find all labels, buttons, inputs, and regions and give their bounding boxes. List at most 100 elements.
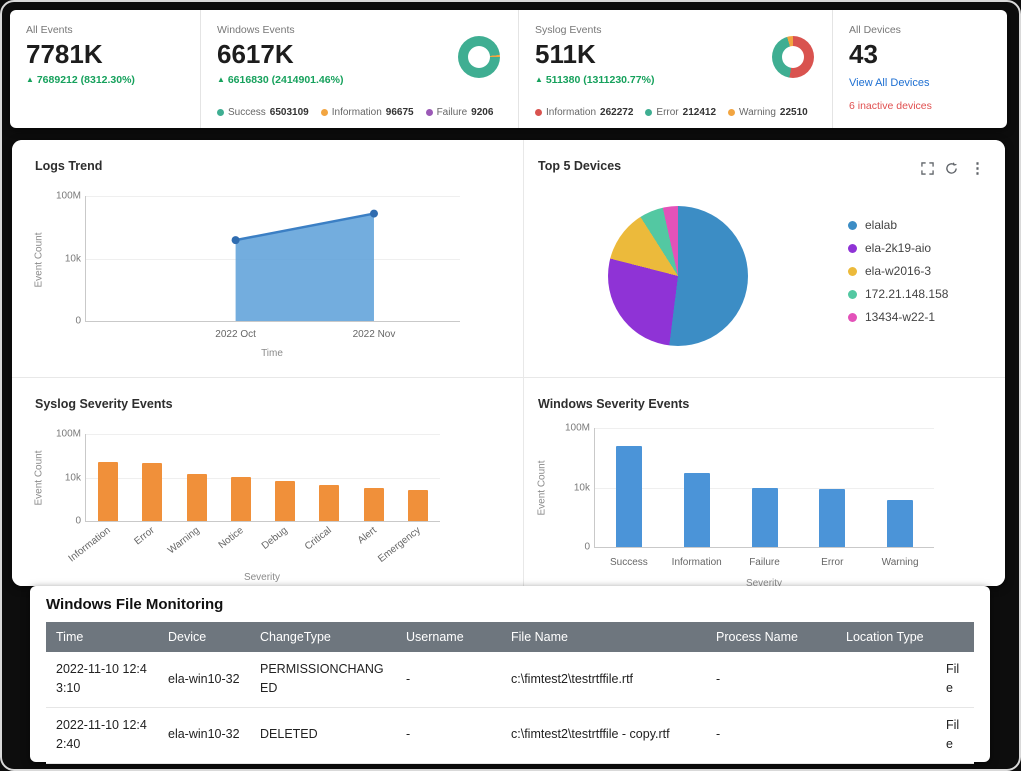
top5-devices-pie-chart[interactable]: [608, 206, 748, 346]
legend-dot: [217, 109, 224, 116]
legend-item-elalab[interactable]: elalab: [848, 218, 948, 232]
legend-label: elalab: [865, 218, 898, 232]
legend-item-172.21.148.158[interactable]: 172.21.148.158: [848, 287, 948, 301]
bar-warning[interactable]: [887, 500, 914, 547]
more-options-icon[interactable]: ⋮: [970, 160, 985, 177]
legend-value: 22510: [779, 107, 808, 118]
stat-delta-text: 7689212 (8312.30%): [36, 74, 135, 86]
bar-information[interactable]: [683, 473, 710, 547]
legend-dot: [535, 109, 542, 116]
bar-error[interactable]: [142, 463, 163, 521]
bar-failure[interactable]: [751, 488, 778, 547]
gridline: [595, 428, 934, 429]
panel-title: Logs Trend: [35, 159, 103, 173]
legend-dot: [645, 109, 653, 116]
legend-item-13434-w22-1[interactable]: 13434-w22-1: [848, 310, 948, 324]
legend-label: 172.21.148.158: [865, 287, 949, 301]
stat-delta: ▲ 7689212 (8312.30%): [26, 74, 184, 86]
bar-warning[interactable]: [186, 474, 207, 521]
refresh-icon[interactable]: [944, 162, 958, 176]
table-row[interactable]: 2022-11-10 12:42:40 ela-win10-32 DELETED - c…: [46, 707, 974, 764]
view-all-devices-link[interactable]: View All Devices: [849, 77, 930, 89]
syslog-severity-chart[interactable]: 100M 10k 0 Information Error Warning Notice…: [56, 429, 440, 565]
windows-severity-chart[interactable]: 100M 10k 0 Success Information Failure Erro…: [565, 423, 934, 568]
y-tick: 0: [75, 515, 81, 527]
y-tick: 100M: [55, 428, 81, 440]
windows-events-donut-chart[interactable]: [458, 36, 500, 78]
fullscreen-icon[interactable]: [920, 162, 934, 176]
legend-dot: [728, 109, 736, 116]
legend-dot: [425, 109, 433, 116]
legend-dot: [848, 266, 857, 276]
table-cell: DELETED: [250, 707, 396, 764]
legend-label: Information: [331, 107, 382, 118]
x-axis-label: Time: [261, 348, 283, 359]
stat-value: 6617K: [217, 39, 294, 69]
legend-item-error: Error 212412: [645, 107, 716, 118]
syslog-events-legend: Information 262272 Error 212412 Warning 22510: [535, 107, 808, 118]
y-tick: 100M: [564, 422, 590, 434]
table-row[interactable]: 2022-11-10 12:43:10 ela-win10-32 PERMISSIO…: [46, 652, 974, 708]
bar-critical[interactable]: [319, 485, 340, 521]
inactive-devices-alert[interactable]: 6 inactive devices: [849, 100, 932, 112]
y-axis-label: Event Count: [536, 460, 548, 516]
dashboard-panel: Logs Trend Event Count 100M 10k 0 2022 O…: [12, 140, 1005, 586]
legend-dot: [848, 220, 857, 230]
windows-file-monitoring-card: Windows File Monitoring Time Device Change…: [30, 586, 990, 764]
legend-label: Failure: [436, 107, 468, 118]
table-cell: ela-win10-32: [158, 707, 250, 764]
bar-debug[interactable]: [275, 481, 296, 521]
stat-value: 511K: [535, 39, 596, 69]
y-tick: 0: [75, 315, 81, 327]
up-arrow-icon: ▲: [217, 75, 225, 84]
legend-item-warning: Warning 22510: [728, 107, 808, 118]
column-header-location-type: Location Type: [836, 622, 974, 652]
legend-label: ela-2k19-aio: [865, 241, 932, 255]
legend-item-ela-2k19-aio[interactable]: ela-2k19-aio: [848, 241, 948, 255]
x-category-label: 2022 Oct: [215, 329, 256, 340]
bar-emergency[interactable]: [407, 490, 428, 521]
y-tick: 100M: [55, 190, 81, 202]
legend-label: Success: [228, 107, 266, 118]
top5-devices-panel: Top 5 Devices ⋮ elalab ela-2k19-aio ela-w2…: [524, 140, 1005, 378]
legend-item-ela-w2016-3[interactable]: ela-w2016-3: [848, 264, 948, 278]
syslog-events-donut-chart[interactable]: [772, 36, 814, 78]
bar-alert[interactable]: [363, 488, 384, 521]
bar-error[interactable]: [819, 489, 846, 547]
location-type-value: File: [946, 717, 960, 752]
stat-value: 43: [849, 39, 878, 69]
legend-label: Error: [656, 107, 679, 118]
legend-dot: [320, 109, 328, 116]
table-cell: ela-win10-32: [158, 652, 250, 708]
y-tick: 10k: [573, 482, 590, 493]
up-arrow-icon: ▲: [26, 75, 34, 84]
legend-label: ela-w2016-3: [865, 264, 932, 278]
legend-label: Information: [546, 107, 597, 118]
legend-value: 212412: [682, 107, 717, 118]
bar-success[interactable]: [615, 446, 642, 547]
legend-value: 9206: [471, 107, 494, 118]
table-cell: c:\fimtest2\testrtffile - copy.rtf: [501, 707, 706, 764]
column-header-time: Time: [46, 622, 158, 652]
bar-information[interactable]: [98, 462, 119, 521]
legend-value: 6503109: [269, 107, 309, 118]
legend-label: 13434-w22-1: [865, 310, 936, 324]
legend-item-information: Information 96675: [320, 107, 414, 118]
stat-label: All Devices: [849, 24, 901, 36]
stat-label: Syslog Events: [535, 24, 602, 36]
legend-dot: [848, 243, 857, 253]
panel-title: Windows Severity Events: [538, 397, 690, 411]
table-cell: -: [396, 707, 501, 764]
file-monitoring-table: Time Device ChangeType Username File Name Pro…: [46, 622, 974, 764]
logs-trend-panel: Logs Trend Event Count 100M 10k 0 2022 O…: [12, 140, 524, 378]
windows-events-legend: Success 6503109 Information 96675 Failure 920…: [217, 107, 493, 118]
stat-all-devices: All Devices 43 View All Devices 6 inacti…: [832, 10, 1007, 128]
column-header-device: Device: [158, 622, 250, 652]
logs-trend-chart[interactable]: 100M 10k 0 2022 Oct 2022 Nov: [56, 191, 460, 340]
table-cell: File: [836, 707, 974, 764]
y-tick: 10k: [64, 472, 81, 483]
bar-notice[interactable]: [230, 477, 251, 521]
y-tick: 10k: [64, 253, 81, 264]
stat-delta: ▲ 6616830 (2414901.46%): [217, 74, 502, 86]
table-cell: File: [836, 652, 974, 708]
